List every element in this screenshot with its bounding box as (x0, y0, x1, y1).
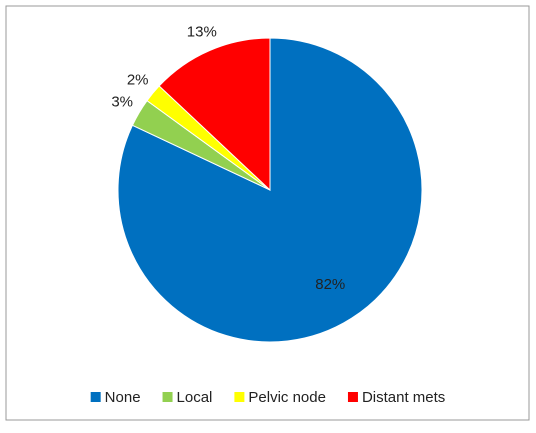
legend-swatch (162, 392, 173, 402)
data-label: 82% (315, 276, 345, 293)
legend-swatch (347, 392, 358, 402)
legend-label: Local (177, 389, 213, 406)
data-label: 2% (127, 71, 149, 88)
pie-slice (158, 37, 271, 192)
legend-swatch (90, 392, 101, 402)
legend-swatch (234, 392, 245, 402)
data-label: 3% (111, 94, 133, 111)
legend-label: Pelvic node (248, 389, 326, 406)
chart-frame (5, 5, 530, 421)
legend-label: None (105, 389, 141, 406)
data-label: 13% (187, 23, 217, 40)
legend-label: Distant mets (362, 389, 445, 406)
